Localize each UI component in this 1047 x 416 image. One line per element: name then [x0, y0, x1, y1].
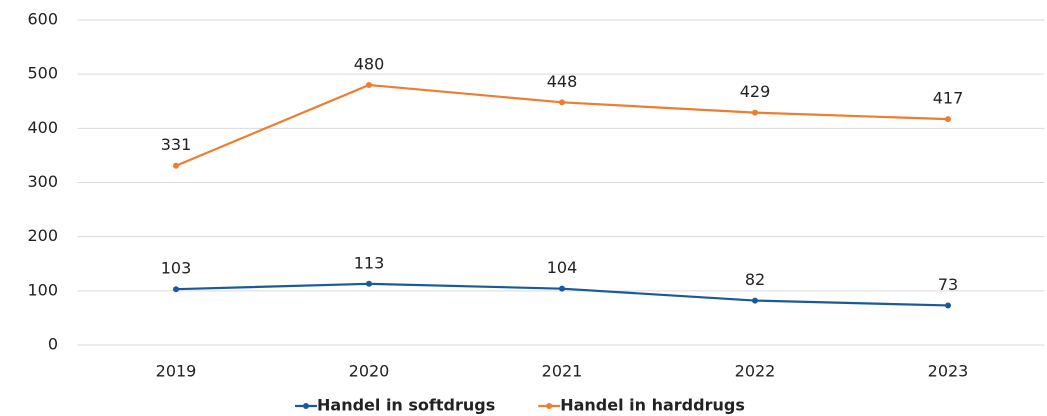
data-point — [752, 297, 758, 304]
data-point — [173, 162, 179, 169]
y-tick-label: 400 — [27, 118, 58, 137]
data-label: 73 — [938, 275, 958, 294]
data-point — [559, 285, 565, 292]
data-label: 82 — [745, 270, 765, 289]
legend-label: Handel in softdrugs — [317, 396, 495, 415]
y-tick-label: 600 — [27, 10, 58, 29]
data-point — [366, 280, 372, 287]
data-point — [559, 99, 565, 106]
x-tick-label: 2020 — [349, 362, 390, 381]
x-tick-label: 2021 — [542, 362, 583, 381]
data-label: 104 — [547, 258, 578, 277]
y-tick-label: 100 — [27, 280, 58, 299]
legend-label: Handel in harddrugs — [560, 396, 745, 415]
series-line — [175, 83, 949, 167]
data-point — [366, 82, 372, 88]
data-label: 429 — [740, 82, 771, 101]
data-label: 417 — [933, 89, 964, 108]
data-label: 103 — [161, 259, 192, 278]
y-tick-label: 500 — [27, 64, 58, 83]
y-tick-label: 0 — [48, 335, 58, 354]
data-label: 331 — [161, 135, 192, 154]
legend-marker — [303, 403, 309, 409]
x-tick-label: 2019 — [156, 362, 197, 381]
legend-marker — [546, 403, 553, 409]
y-tick-label: 200 — [27, 226, 58, 245]
x-tick-label: 2022 — [735, 362, 776, 381]
x-tick-label: 2023 — [928, 362, 969, 381]
data-point — [752, 109, 758, 116]
data-label: 113 — [354, 253, 385, 272]
data-point — [945, 116, 951, 123]
data-point — [945, 302, 951, 309]
data-point — [173, 286, 179, 293]
data-label: 480 — [354, 55, 385, 74]
data-label: 448 — [547, 72, 578, 91]
y-tick-label: 300 — [27, 172, 58, 191]
